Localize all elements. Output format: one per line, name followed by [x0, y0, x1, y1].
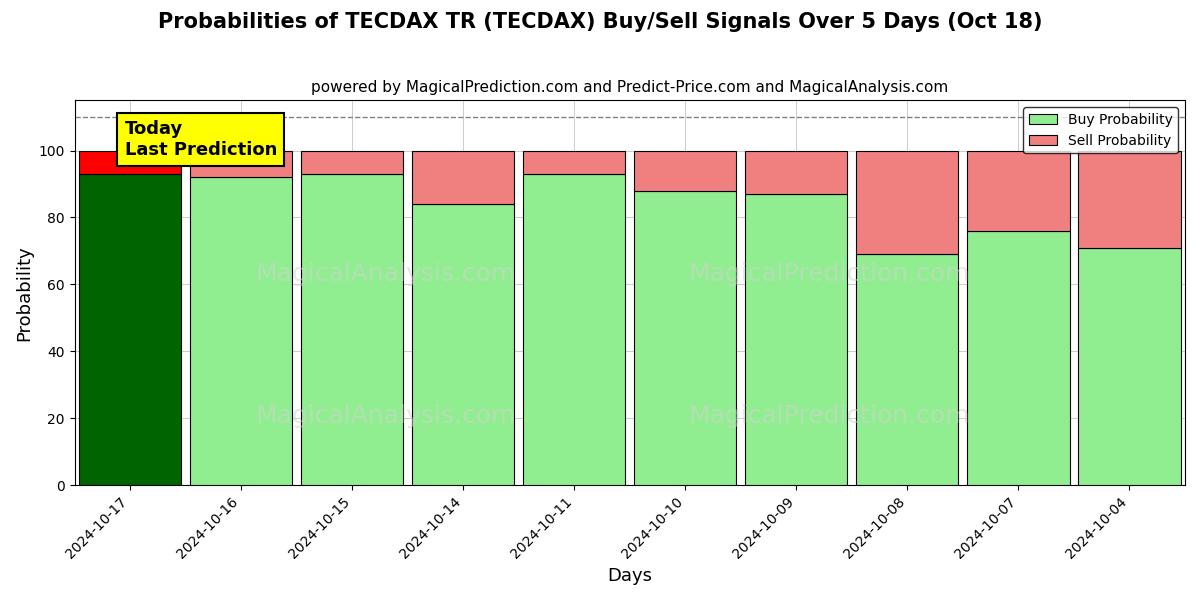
Bar [190, 177, 293, 485]
X-axis label: Days: Days [607, 567, 653, 585]
Y-axis label: Probability: Probability [16, 245, 34, 341]
Bar [635, 191, 737, 485]
Bar [967, 151, 1069, 231]
Bar [412, 151, 515, 204]
Text: Probabilities of TECDAX TR (TECDAX) Buy/Sell Signals Over 5 Days (Oct 18): Probabilities of TECDAX TR (TECDAX) Buy/… [157, 12, 1043, 32]
Bar [79, 174, 181, 485]
Text: MagicalAnalysis.com: MagicalAnalysis.com [256, 262, 516, 286]
Bar [301, 174, 403, 485]
Bar [857, 254, 959, 485]
Title: powered by MagicalPrediction.com and Predict-Price.com and MagicalAnalysis.com: powered by MagicalPrediction.com and Pre… [311, 80, 948, 95]
Bar [523, 151, 625, 174]
Bar [635, 151, 737, 191]
Bar [967, 231, 1069, 485]
Bar [745, 151, 847, 194]
Bar [745, 194, 847, 485]
Bar [1079, 248, 1181, 485]
Bar [523, 174, 625, 485]
Legend: Buy Probability, Sell Probability: Buy Probability, Sell Probability [1024, 107, 1178, 154]
Text: Today
Last Prediction: Today Last Prediction [125, 121, 277, 159]
Text: MagicalPrediction.com: MagicalPrediction.com [689, 404, 971, 428]
Text: MagicalAnalysis.com: MagicalAnalysis.com [256, 404, 516, 428]
Bar [301, 151, 403, 174]
Bar [190, 151, 293, 177]
Bar [79, 151, 181, 174]
Bar [1079, 151, 1181, 248]
Text: MagicalPrediction.com: MagicalPrediction.com [689, 262, 971, 286]
Bar [857, 151, 959, 254]
Bar [412, 204, 515, 485]
